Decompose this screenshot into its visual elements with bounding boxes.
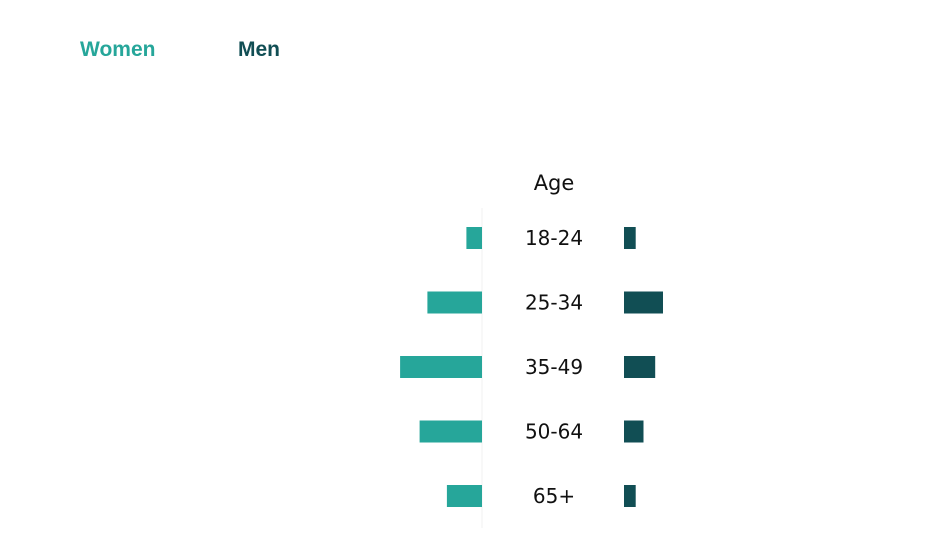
- bars-group: 18-24 25-34 35-49 50-64 65+: [400, 226, 663, 508]
- bar-women-35-49[interactable]: [400, 356, 482, 378]
- category-label-18-24: 18-24: [525, 226, 583, 250]
- category-label-65+: 65+: [533, 484, 575, 508]
- bar-men-65+[interactable]: [624, 485, 636, 507]
- legend-men-label[interactable]: Men: [238, 38, 280, 61]
- bar-women-25-34[interactable]: [427, 291, 482, 314]
- bar-women-50-64[interactable]: [419, 420, 482, 443]
- bar-men-25-34[interactable]: [624, 291, 663, 314]
- category-header: Age: [534, 171, 575, 195]
- legend-women-label[interactable]: Women: [80, 38, 156, 61]
- bar-women-18-24[interactable]: [466, 227, 482, 249]
- category-label-50-64: 50-64: [525, 420, 583, 444]
- bar-men-18-24[interactable]: [624, 227, 636, 249]
- bar-men-50-64[interactable]: [624, 420, 644, 443]
- category-label-35-49: 35-49: [525, 355, 583, 379]
- bar-women-65+[interactable]: [446, 485, 482, 507]
- category-label-25-34: 25-34: [525, 291, 583, 315]
- bar-men-35-49[interactable]: [624, 356, 656, 378]
